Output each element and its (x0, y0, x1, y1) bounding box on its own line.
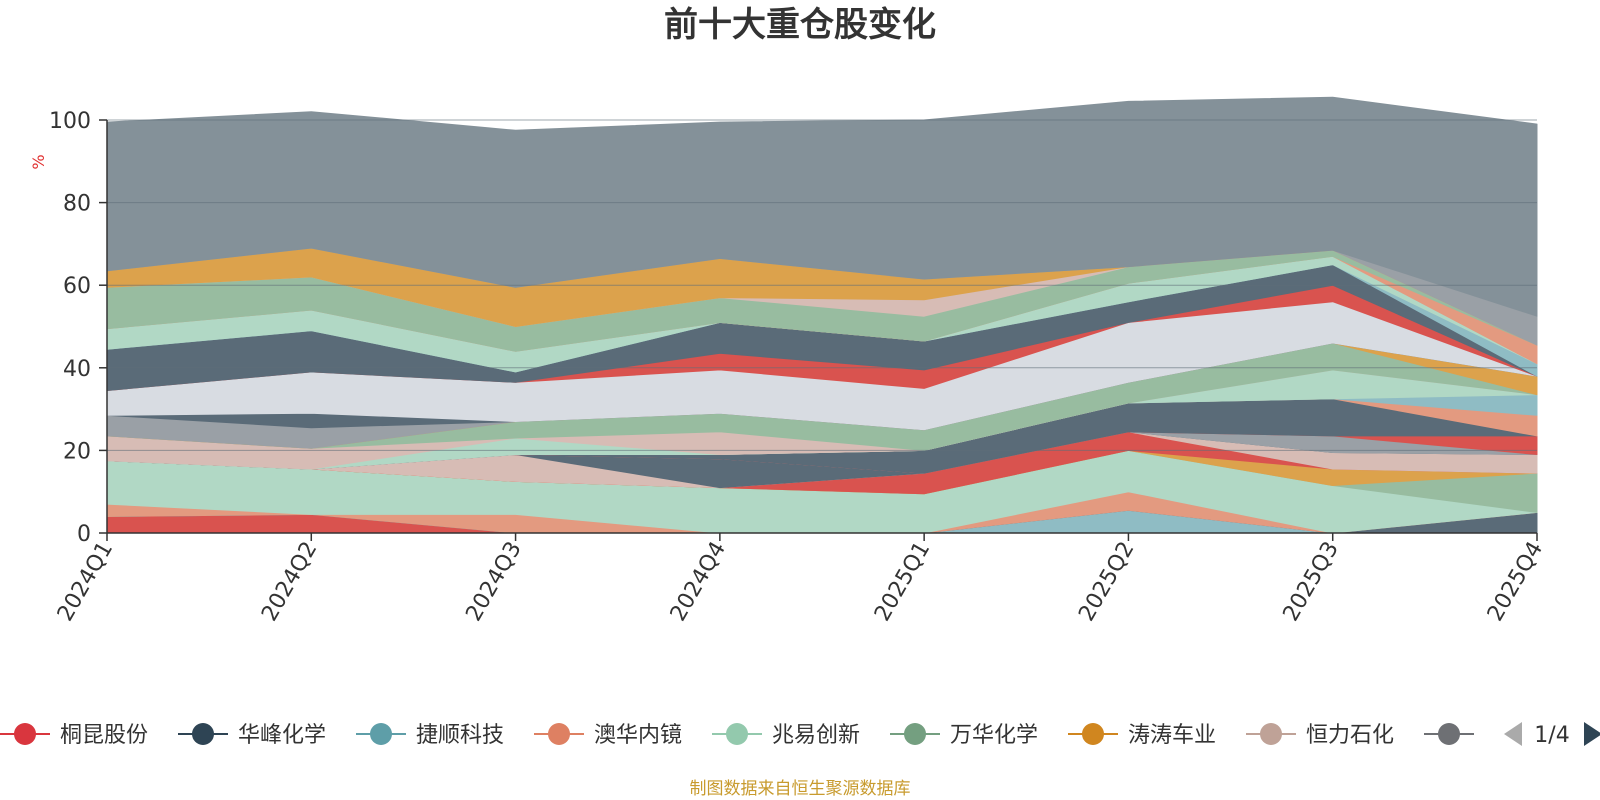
legend-label: 桐昆股份 (60, 723, 148, 748)
gridlines (107, 119, 1537, 451)
legend-item[interactable]: 澳华内镜 (534, 723, 682, 748)
y-tick-label: 0 (77, 522, 91, 547)
legend-item[interactable]: 华峰化学 (178, 723, 326, 748)
legend-page-indicator: 1/4 (1534, 723, 1569, 748)
legend-pager[interactable]: 1/4 (1504, 722, 1600, 748)
data-source-note: 制图数据来自恒生聚源数据库 (690, 779, 911, 799)
y-tick-label: 20 (63, 439, 91, 464)
x-tick-label: 2024Q2 (257, 538, 322, 626)
legend-label: 澳华内镜 (594, 723, 682, 748)
legend-label: 捷顺科技 (416, 723, 504, 748)
chart-title: 前十大重仓股变化 (664, 5, 936, 45)
y-tick-label: 100 (49, 109, 91, 134)
legend-item[interactable]: 恒力石化 (1246, 723, 1394, 748)
x-tick-label: 2025Q1 (870, 538, 935, 626)
y-axis-unit: % (29, 154, 48, 169)
x-tick-label: 2024Q3 (461, 538, 526, 626)
area-series-31 (106, 96, 1538, 317)
legend-next-icon[interactable] (1584, 722, 1600, 746)
legend-label: 华峰化学 (238, 723, 326, 748)
y-tick-label: 80 (63, 192, 91, 217)
legend-item[interactable] (1424, 723, 1474, 745)
y-tick-label: 60 (63, 274, 91, 299)
legend-item[interactable]: 涛涛车业 (1068, 723, 1216, 748)
legend-label: 恒力石化 (1306, 723, 1394, 748)
x-tick-label: 2025Q4 (1483, 538, 1548, 626)
legend-label: 兆易创新 (772, 723, 860, 748)
legend-item[interactable]: 捷顺科技 (356, 723, 504, 748)
y-tick-label: 40 (63, 357, 91, 382)
legend-label: 万华化学 (950, 723, 1038, 748)
x-tick-label: 2025Q3 (1279, 538, 1344, 626)
x-tick-label: 2025Q2 (1074, 538, 1139, 626)
legend-item[interactable]: 万华化学 (890, 723, 1038, 748)
area-series-group (106, 96, 1538, 534)
x-tick-label: 2024Q1 (53, 538, 118, 626)
x-tick-label: 2024Q4 (666, 538, 731, 626)
legend-prev-icon[interactable] (1504, 722, 1522, 746)
legend-label: 涛涛车业 (1128, 723, 1216, 748)
legend-item[interactable]: 桐昆股份 (0, 723, 148, 748)
legend[interactable]: 桐昆股份 华峰化学 捷顺科技 澳华内镜 兆易创新 万华化学 涛涛车业 恒力石化 (0, 723, 1474, 748)
legend-item[interactable]: 兆易创新 (712, 723, 860, 748)
